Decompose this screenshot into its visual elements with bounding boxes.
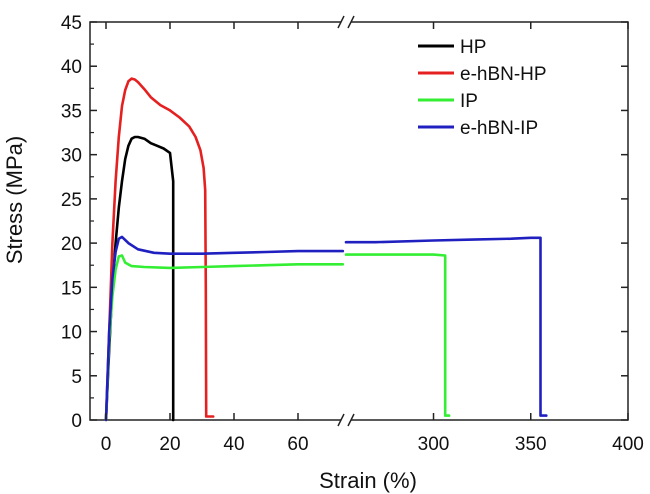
x-tick-label: 40	[223, 434, 244, 455]
y-axis-title: Stress (MPa)	[2, 136, 27, 264]
y-tick-label: 10	[61, 323, 82, 344]
axis-break-gap	[341, 416, 351, 424]
axis-break-mark	[337, 413, 345, 427]
legend-label: e-hBN-IP	[460, 118, 538, 139]
x-tick-label: 60	[287, 434, 308, 455]
x-tick-label: 0	[101, 434, 112, 455]
axis-break-mark	[347, 15, 355, 29]
legend-label: IP	[460, 91, 478, 112]
series-line-hp	[104, 135, 175, 422]
x-tick-label: 20	[159, 434, 180, 455]
plot-frame	[89, 21, 629, 421]
legend-label: e-hBN-HP	[460, 64, 547, 85]
series-line-e-hbn-hp	[104, 77, 215, 422]
axis-break-mark	[347, 413, 355, 427]
y-tick-label: 25	[61, 190, 82, 211]
legend-label: HP	[460, 37, 486, 58]
y-tick-label: 5	[71, 367, 82, 388]
series-line-ip	[104, 253, 451, 422]
y-tick-label: 20	[61, 234, 82, 255]
y-tick-label: 15	[61, 278, 82, 299]
series-line-e-hbn-ip	[104, 235, 548, 422]
y-tick-label: 35	[61, 101, 82, 122]
x-tick-label: 400	[612, 434, 644, 455]
y-tick-label: 40	[61, 57, 82, 78]
x-tick-label: 350	[515, 434, 547, 455]
y-tick-label: 30	[61, 146, 82, 167]
x-axis-title: Strain (%)	[319, 468, 417, 493]
x-tick-label: 300	[418, 434, 450, 455]
axis-break-mark	[337, 15, 345, 29]
y-tick-label: 0	[71, 411, 82, 432]
axis-break-gap	[341, 18, 351, 26]
y-tick-label: 45	[61, 13, 82, 34]
